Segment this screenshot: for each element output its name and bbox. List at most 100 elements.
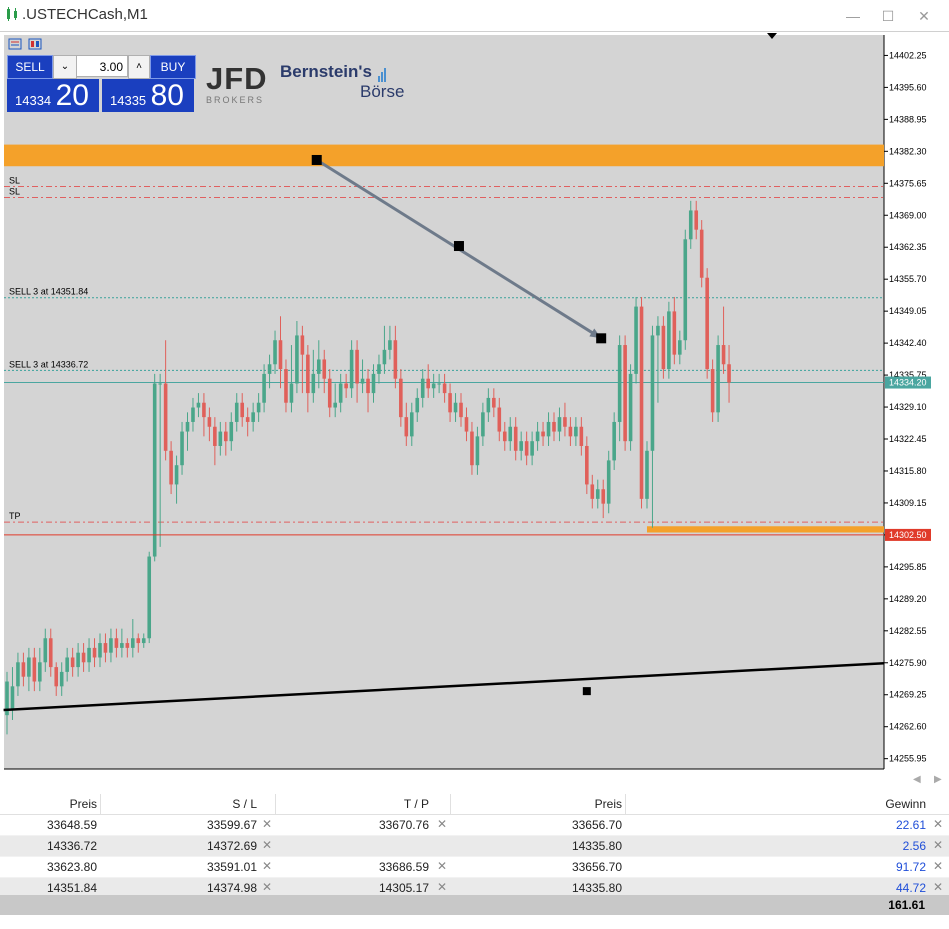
position-row[interactable]: 33648.59 33599.67 ✕ 33670.76 ✕ 33656.70 … <box>0 815 949 836</box>
chart-window-icon <box>7 7 17 21</box>
arrow-anchor <box>453 241 464 252</box>
bear-candle <box>705 277 709 370</box>
minimize-button[interactable]: — <box>846 8 860 24</box>
bull-candle <box>267 364 272 374</box>
price-tick-label: 14329.10 <box>889 402 927 412</box>
bull-candle <box>147 556 152 639</box>
scroll-left-icon[interactable]: ◀ <box>913 774 921 785</box>
remove-sl-icon[interactable]: ✕ <box>262 817 273 831</box>
buy-price-box[interactable]: 14335 80 <box>102 79 194 112</box>
close-position-icon[interactable]: ✕ <box>933 859 944 873</box>
sell-price-box[interactable]: 14334 20 <box>7 79 99 112</box>
open-price: 33623.80 <box>46 860 97 874</box>
column-header-profit[interactable]: Gewinn <box>885 797 926 811</box>
price-tick-label: 14375.65 <box>889 178 927 188</box>
bear-candle <box>459 402 463 418</box>
bull-candle <box>5 681 9 716</box>
lot-dropdown-button[interactable]: ⌄ <box>53 55 77 79</box>
stop-loss[interactable]: 33599.67 <box>206 818 257 832</box>
bull-candle <box>16 662 20 687</box>
bear-candle <box>623 345 627 442</box>
remove-tp-icon[interactable]: ✕ <box>437 880 448 894</box>
bull-candle <box>10 686 15 711</box>
column-header-tp[interactable]: T / P <box>403 797 429 811</box>
one-click-trading-icon[interactable] <box>28 38 42 50</box>
stop-loss[interactable]: 33591.01 <box>206 860 257 874</box>
bear-candle <box>464 417 469 432</box>
jfd-logo-subtext: BROKERS <box>206 95 265 105</box>
bull-candle <box>377 364 381 374</box>
close-position-icon[interactable]: ✕ <box>933 838 944 852</box>
bull-candle <box>716 345 720 413</box>
bull-candle <box>65 657 69 672</box>
bull-candle <box>617 345 622 422</box>
window-title: .USTECHCash,M1 <box>22 6 148 23</box>
bear-candle <box>48 638 53 668</box>
bernsteins-logo: Bernstein's Börse <box>280 62 404 102</box>
arrow-anchor <box>311 154 322 165</box>
price-tick-label: 14349.05 <box>889 306 927 316</box>
bear-candle <box>355 349 359 384</box>
boerse-logo-text: Börse <box>360 82 405 101</box>
bull-candle <box>486 397 491 413</box>
stop-loss[interactable]: 14374.98 <box>206 881 257 895</box>
remove-sl-icon[interactable]: ✕ <box>262 880 273 894</box>
position-row[interactable]: 33623.80 33591.01 ✕ 33686.59 ✕ 33656.70 … <box>0 857 949 878</box>
position-row[interactable]: 14336.72 14372.69 ✕ 14335.80 2.56 ✕ <box>0 836 949 857</box>
scroll-right-icon[interactable]: ▶ <box>934 774 942 785</box>
bull-candle <box>311 373 316 394</box>
price-tick-label: 14402.25 <box>889 50 927 60</box>
remove-tp-icon[interactable]: ✕ <box>437 817 448 831</box>
take-profit[interactable]: 33686.59 <box>378 860 429 874</box>
close-position-icon[interactable]: ✕ <box>933 880 944 894</box>
sell-button[interactable]: SELL <box>7 55 53 79</box>
remove-sl-icon[interactable]: ✕ <box>262 838 273 852</box>
remove-sl-icon[interactable]: ✕ <box>262 859 273 873</box>
order-level-label: SL <box>9 176 20 186</box>
bear-candle <box>699 229 704 278</box>
column-header-price[interactable]: Preis <box>69 797 97 811</box>
bull-candle <box>191 407 195 422</box>
bull-candle <box>120 643 124 648</box>
take-profit[interactable]: 14305.17 <box>378 881 429 895</box>
bull-candle <box>27 657 31 677</box>
bear-candle <box>284 369 288 403</box>
shift-marker-icon[interactable] <box>767 33 777 39</box>
buy-button[interactable]: BUY <box>150 55 196 79</box>
lot-size-input[interactable]: 3.00 <box>76 55 128 77</box>
column-header-sl[interactable]: S / L <box>232 797 257 811</box>
bear-candle <box>579 426 584 446</box>
bear-candle <box>306 354 310 394</box>
maximize-button[interactable]: ☐ <box>881 8 895 24</box>
lot-increase-button[interactable]: ˄ <box>128 55 150 79</box>
price-tick-label: 14388.95 <box>889 114 927 124</box>
remove-tp-icon[interactable]: ✕ <box>437 859 448 873</box>
bear-candle <box>563 417 567 427</box>
column-header-current-price[interactable]: Preis <box>594 797 622 811</box>
chart-toolbar-icons[interactable] <box>8 38 42 50</box>
close-position-icon[interactable]: ✕ <box>933 817 944 831</box>
chart-area[interactable]: SL SL SELL 3 at 14351.84 SELL 3 at 14336.72… <box>0 32 949 772</box>
sell-price-prefix: 14334 <box>15 93 52 108</box>
price-tick-label: 14282.55 <box>889 626 927 636</box>
bull-candle <box>437 383 441 385</box>
bear-candle <box>541 431 545 437</box>
jfd-logo: JFD BROKERS <box>206 63 268 106</box>
bear-candle <box>399 378 403 418</box>
stop-loss[interactable]: 14372.69 <box>206 839 257 853</box>
bull-candle <box>360 378 365 384</box>
price-tick-label: 14315.80 <box>889 466 927 476</box>
bear-candle <box>322 359 327 379</box>
table-header-row: Preis S / L T / P Preis Gewinn <box>0 794 949 815</box>
bear-candle <box>513 426 518 451</box>
buy-price-prefix: 14335 <box>110 93 147 108</box>
bear-candle <box>590 484 595 499</box>
open-price: 33648.59 <box>46 818 97 832</box>
trading-panel-icon[interactable] <box>8 38 22 50</box>
bear-candle <box>114 638 119 648</box>
bull-candle <box>409 412 414 437</box>
take-profit[interactable]: 33670.76 <box>378 818 429 832</box>
close-button[interactable]: ✕ <box>918 8 930 24</box>
bull-candle <box>43 638 48 663</box>
